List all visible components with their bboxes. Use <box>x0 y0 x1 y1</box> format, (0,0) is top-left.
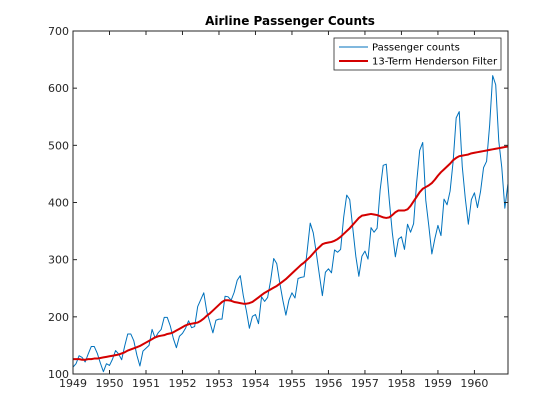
legend-box <box>333 37 502 71</box>
x-tick-label: 1949 <box>59 377 87 390</box>
series-line-13-term-henderson-filter <box>73 145 509 361</box>
x-tick-label: 1955 <box>278 377 306 390</box>
x-tick-label: 1954 <box>241 377 269 390</box>
y-tick-label: 300 <box>48 254 69 267</box>
x-tick-label: 1953 <box>205 377 233 390</box>
x-tick-label: 1951 <box>132 377 160 390</box>
y-axis: 100 200 300 400 500 600 700 <box>48 25 508 381</box>
x-axis: 1949 1950 1951 1952 1953 1954 1955 1956 1957 1958… <box>59 31 488 390</box>
y-tick-label: 600 <box>48 82 69 95</box>
chart-title: Airline Passenger Counts <box>205 14 375 28</box>
plot-area <box>73 31 508 374</box>
plot-box <box>72 30 509 375</box>
series-layer <box>72 75 509 373</box>
series-line-passenger-counts <box>72 75 509 373</box>
x-tick-label: 1960 <box>460 377 488 390</box>
x-tick-label: 1957 <box>351 377 379 390</box>
x-tick-label: 1959 <box>424 377 452 390</box>
x-tick-label: 1956 <box>314 377 342 390</box>
y-tick-label: 500 <box>48 139 69 152</box>
legend-label-henderson-filter: 13-Term Henderson Filter <box>372 57 498 68</box>
y-tick-label: 100 <box>48 368 69 381</box>
x-tick-label: 1950 <box>95 377 123 390</box>
legend-label-passenger-counts: Passenger counts <box>372 43 460 54</box>
x-tick-label: 1958 <box>387 377 415 390</box>
legend: Passenger counts 13-Term Henderson Filte… <box>333 37 502 71</box>
y-tick-label: 400 <box>48 197 69 210</box>
y-tick-label: 200 <box>48 311 69 324</box>
y-tick-label: 700 <box>48 25 69 38</box>
x-tick-label: 1952 <box>168 377 196 390</box>
